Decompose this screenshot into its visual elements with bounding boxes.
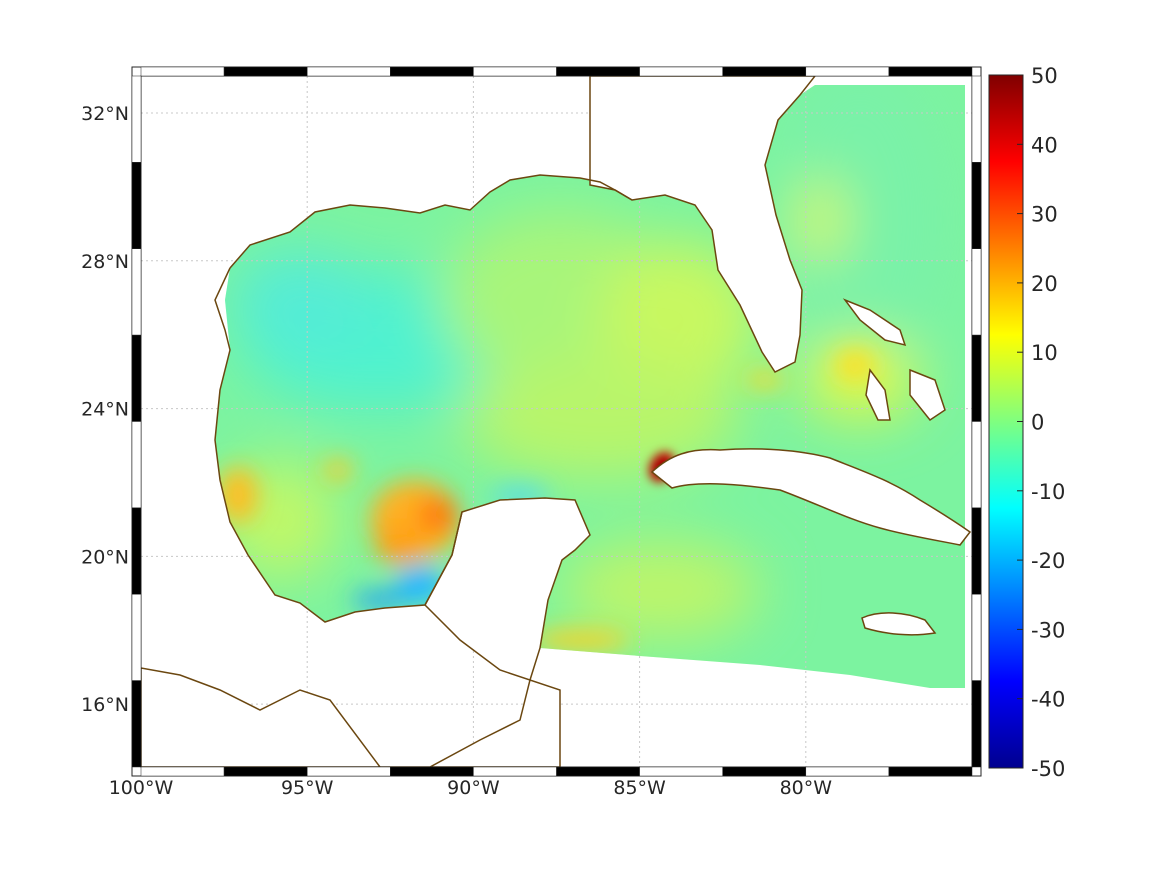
map-frame (131, 66, 982, 777)
frame-bar-bottom (888, 766, 973, 777)
longitude-labels: 100°W 95°W 90°W 85°W 80°W (109, 777, 833, 799)
frame-bar-bottom (473, 766, 557, 777)
frame-bar-top (140, 66, 225, 77)
frame-bar-top (639, 66, 723, 77)
lon-label: 90°W (447, 777, 500, 799)
frame-bar-left (131, 75, 142, 163)
colorbar-label: 40 (1031, 133, 1058, 157)
frame-bar-right (971, 680, 982, 768)
florida-peninsula (589, 76, 816, 373)
frame-bar-right (971, 162, 982, 249)
frame-bar-top (888, 66, 973, 77)
lat-label: 32°N (81, 103, 129, 125)
lon-label: 95°W (281, 777, 334, 799)
frame-bar-right (971, 594, 982, 681)
colorbar-label: -30 (1031, 618, 1065, 642)
frame-bar-bottom (390, 766, 474, 777)
frame-bar-top (306, 66, 391, 77)
frame-bar-top (805, 66, 890, 77)
data-field (215, 85, 965, 688)
frame-bar-top (473, 66, 557, 77)
frame-bar-left (131, 507, 142, 595)
coastlines (141, 76, 972, 767)
colorbar-label: 30 (1031, 203, 1058, 227)
lon-label: 85°W (613, 777, 666, 799)
frame-bar-bottom (140, 766, 225, 777)
latitude-labels: 32°N 28°N 24°N 20°N 16°N (81, 103, 129, 716)
us-gulf-coast (229, 174, 633, 269)
frame-bar-left (131, 334, 142, 422)
lat-label: 20°N (81, 546, 129, 568)
frame-bar-left (131, 162, 142, 249)
frame-bar-right (971, 507, 982, 595)
mexico-gulf-coast (214, 267, 463, 623)
frame-bar-bottom (722, 766, 807, 777)
frame-bar-right (971, 75, 982, 163)
frame-bar-bottom (805, 766, 890, 777)
lon-label: 100°W (109, 777, 174, 799)
frame-bar-left (131, 680, 142, 768)
colorbar-label: -40 (1031, 688, 1065, 712)
frame-bar-left (131, 594, 142, 681)
frame-bar-top (722, 66, 807, 77)
frame-bar-right (971, 334, 982, 422)
colorbar-label: 20 (1031, 272, 1058, 296)
lat-label: 28°N (81, 251, 129, 273)
jamaica-island (861, 612, 937, 636)
frame-bar-bottom (556, 766, 640, 777)
frame-bar-top (390, 66, 474, 77)
colorbar-label: 0 (1031, 411, 1044, 435)
colorbar-label: -20 (1031, 549, 1065, 573)
frame-bar-top (223, 66, 308, 77)
frame-bar-bottom (223, 766, 308, 777)
cuba-island (650, 448, 972, 546)
colorbar-ticks: 50 40 30 20 10 0 -10 -20 -30 -40 -50 (1017, 64, 1065, 781)
frame-bar-right (971, 421, 982, 509)
colorbar-label: -50 (1031, 757, 1065, 781)
frame-bar-top (556, 66, 640, 77)
lat-label: 16°N (81, 694, 129, 716)
frame-bar-left (131, 421, 142, 509)
lon-label: 80°W (780, 777, 833, 799)
yucatan-peninsula (141, 497, 591, 767)
colorbar-label: -10 (1031, 480, 1065, 504)
frame-bar-left (131, 248, 142, 336)
frame-bar-bottom (639, 766, 723, 777)
frame-bar-bottom (306, 766, 391, 777)
bahamas-islands (842, 298, 946, 422)
colorbar-label: 10 (1031, 341, 1058, 365)
colorbar-label: 50 (1031, 64, 1058, 88)
lat-label: 24°N (81, 399, 129, 421)
frame-bar-right (971, 248, 982, 336)
